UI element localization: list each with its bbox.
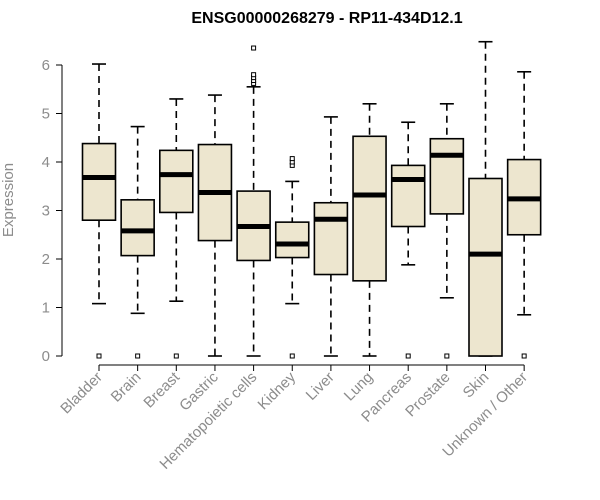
outlier-point bbox=[444, 353, 450, 359]
x-tick-label: Bladder bbox=[57, 369, 106, 418]
outlier-point bbox=[289, 353, 295, 359]
outlier-point bbox=[173, 353, 179, 359]
box-kidney bbox=[274, 156, 310, 359]
x-tick-label: Breast bbox=[140, 368, 183, 411]
y-axis-label: Expression bbox=[0, 163, 17, 237]
x-tick-label: Kidney bbox=[255, 368, 300, 413]
y-tick-label: 4 bbox=[42, 154, 50, 171]
y-tick-label: 6 bbox=[42, 57, 50, 74]
box-iqr bbox=[468, 177, 503, 357]
outlier-point bbox=[289, 156, 295, 162]
y-tick-label: 3 bbox=[42, 203, 50, 220]
outlier-point bbox=[521, 353, 527, 359]
outlier-point bbox=[135, 353, 141, 359]
box-gastric bbox=[197, 94, 233, 357]
box-liver bbox=[313, 116, 349, 357]
box-pancreas bbox=[390, 121, 426, 359]
boxes bbox=[81, 40, 542, 359]
box-prostate bbox=[429, 103, 465, 359]
chart-title: ENSG00000268279 - RP11-434D12.1 bbox=[191, 10, 462, 27]
outlier-point bbox=[251, 72, 257, 78]
outlier-point bbox=[96, 353, 102, 359]
box-skin bbox=[468, 40, 503, 357]
box-iqr bbox=[120, 199, 155, 257]
y-tick-label: 5 bbox=[42, 106, 50, 123]
box-iqr bbox=[390, 164, 426, 228]
box-iqr bbox=[159, 149, 194, 214]
y-tick-label: 2 bbox=[42, 251, 50, 268]
y-axis: 0 1 2 3 4 5 6 bbox=[42, 57, 63, 365]
y-tick-label: 0 bbox=[42, 348, 50, 365]
x-tick-label: Skin bbox=[460, 369, 493, 402]
box-iqr bbox=[274, 221, 310, 259]
box-iqr bbox=[313, 201, 349, 276]
box-iqr bbox=[81, 142, 117, 222]
x-tick-label: Brain bbox=[108, 369, 145, 406]
box-brain bbox=[120, 125, 155, 359]
outlier-point bbox=[405, 353, 411, 359]
box-iqr bbox=[429, 137, 465, 215]
x-tick-label: Lung bbox=[341, 369, 377, 405]
x-tick-label: Liver bbox=[303, 369, 338, 404]
y-tick-label: 1 bbox=[42, 300, 50, 317]
outlier-point bbox=[251, 45, 257, 51]
box-lung bbox=[352, 103, 387, 357]
box-unknown-other bbox=[506, 70, 542, 359]
box-breast bbox=[159, 98, 194, 359]
box-bladder bbox=[81, 63, 117, 359]
box-hematopoietic-cells bbox=[236, 45, 271, 357]
box-iqr bbox=[352, 135, 387, 282]
